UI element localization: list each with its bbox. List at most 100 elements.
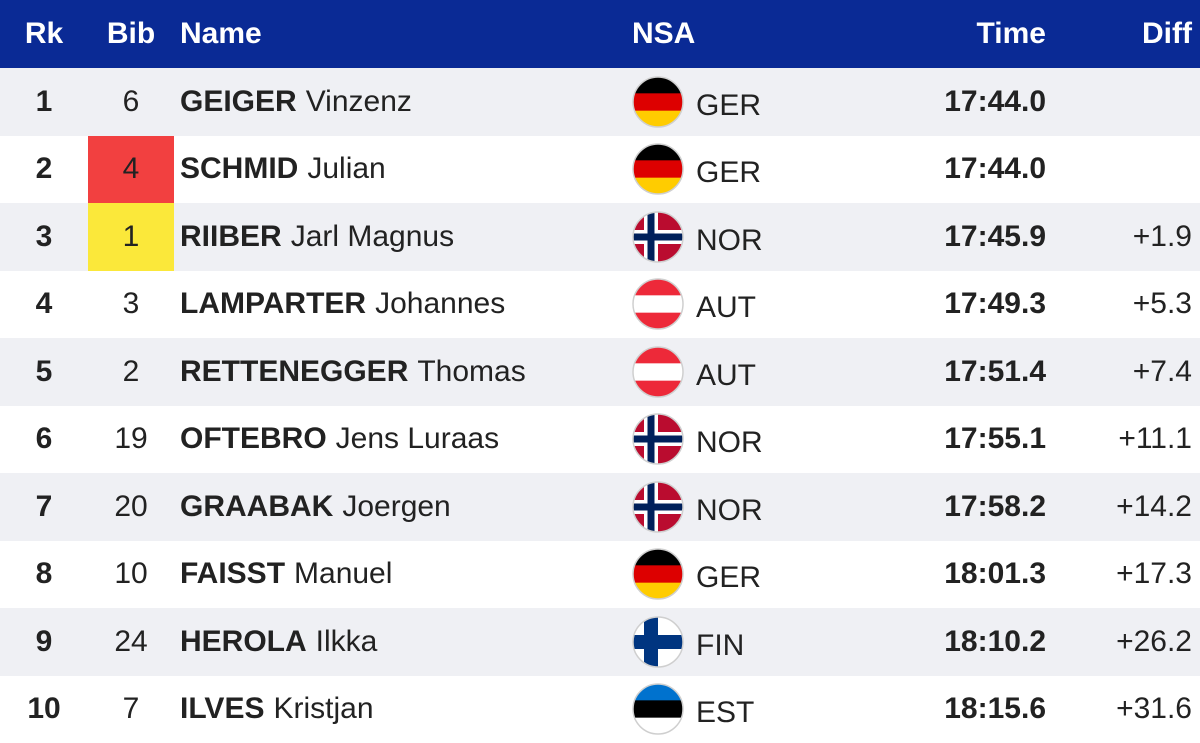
flag-part <box>633 346 683 364</box>
nsa-code: AUT <box>696 358 756 392</box>
result-row: 3 1 RIIBER Jarl Magnus NOR 17:45.9 +1.9 <box>0 203 1200 271</box>
header-cell: Bib <box>106 17 156 50</box>
flag-part <box>633 233 683 241</box>
result-row: 5 2 RETTENEGGER Thomas AUT 17:51.4 +7.4 <box>0 338 1200 406</box>
given-name: Jens Luraas <box>335 422 500 456</box>
athlete-name: ILVES Kristjan <box>180 676 620 743</box>
flag-part <box>633 414 683 465</box>
rank: 3 <box>35 219 53 253</box>
flag-part <box>633 93 683 111</box>
bib: 20 <box>114 489 148 523</box>
flag-part <box>633 144 683 162</box>
bib: 1 <box>88 203 174 271</box>
bib: 24 <box>114 624 148 658</box>
diff: +7.4 <box>1132 354 1192 388</box>
diff: +31.6 <box>1116 692 1192 726</box>
rank: 8 <box>35 557 53 591</box>
flag-part <box>632 548 684 600</box>
flag-part <box>633 279 683 297</box>
athlete-name: SCHMID Julian <box>180 136 620 204</box>
nsa-code: NOR <box>696 223 763 257</box>
time: 17:45.9 <box>944 219 1046 253</box>
time: 17:44.0 <box>944 152 1046 186</box>
time: 18:10.2 <box>944 624 1046 658</box>
flag-part <box>632 211 684 263</box>
flag-part <box>633 76 683 94</box>
bib: 4 <box>88 135 174 203</box>
flag-icon <box>632 616 684 668</box>
rank: 1 <box>35 84 53 118</box>
flag-icon <box>632 481 684 533</box>
flag-part <box>633 616 683 667</box>
flag-part <box>632 143 684 195</box>
bib: 10 <box>114 557 148 591</box>
nsa-code: AUT <box>696 291 756 325</box>
athlete-name: LAMPARTER Johannes <box>180 271 620 339</box>
nsa-code: NOR <box>696 426 763 460</box>
flag-part <box>633 700 683 719</box>
athlete-name: RETTENEGGER Thomas <box>180 338 620 406</box>
time: 17:58.2 <box>944 489 1046 523</box>
diff: +26.2 <box>1116 624 1192 658</box>
nsa-code: GER <box>696 561 762 595</box>
given-name: Thomas <box>417 354 526 388</box>
result-row: 2 4 SCHMID Julian GER 17:44.0 <box>0 135 1200 204</box>
nsa-code: NOR <box>696 493 763 527</box>
flag-icon <box>632 278 684 330</box>
flag-part <box>633 160 683 179</box>
flag-part <box>632 481 684 533</box>
flag-part <box>633 211 683 262</box>
given-name: Johannes <box>375 287 506 321</box>
time: 17:44.0 <box>944 84 1046 118</box>
header-cell: Diff <box>1142 17 1192 50</box>
flag-icon <box>632 211 684 263</box>
flag-part <box>632 346 684 398</box>
flag-icon <box>632 548 684 600</box>
given-name: Jarl Magnus <box>290 219 455 253</box>
header-cell: NSA <box>632 17 696 50</box>
result-row: 8 10 FAISST Manuel GER 18:01.3 +17.3 <box>0 540 1200 609</box>
result-row: 4 3 LAMPARTER Johannes AUT 17:49.3 +5.3 <box>0 270 1200 339</box>
rank: 2 <box>35 152 53 186</box>
result-row: 10 7 ILVES Kristjan EST 18:15.6 +31.6 <box>0 675 1200 743</box>
surname: OFTEBRO <box>180 422 327 456</box>
surname: HEROLA <box>180 624 307 658</box>
flag-part <box>633 363 683 381</box>
flag-part <box>632 616 684 668</box>
header-cell: Name <box>180 17 262 50</box>
flag-icon <box>632 413 684 465</box>
flag-icon <box>632 683 684 735</box>
surname: LAMPARTER <box>180 287 367 321</box>
diff: +1.9 <box>1132 219 1192 253</box>
diff: +11.1 <box>1118 422 1192 456</box>
given-name: Vinzenz <box>305 84 412 118</box>
flag-part <box>632 76 684 128</box>
time: 18:01.3 <box>944 557 1046 591</box>
header-row: Rk Bib Name NSA Time Diff <box>0 0 1200 68</box>
given-name: Julian <box>307 152 386 186</box>
athlete-name: FAISST Manuel <box>180 541 620 609</box>
nsa-code: EST <box>696 696 755 730</box>
flag-part <box>633 503 683 511</box>
result-row: 9 24 HEROLA Ilkka FIN 18:10.2 +26.2 <box>0 608 1200 676</box>
nsa-code: FIN <box>696 628 745 662</box>
flag-part <box>633 435 683 443</box>
time: 17:49.3 <box>944 287 1046 321</box>
flag-part <box>632 278 684 330</box>
time: 17:51.4 <box>944 354 1046 388</box>
rank: 10 <box>27 692 61 726</box>
athlete-name: HEROLA Ilkka <box>180 608 620 676</box>
flag-icon <box>632 76 684 128</box>
bib: 2 <box>122 354 140 388</box>
given-name: Joergen <box>342 489 451 523</box>
surname: FAISST <box>180 557 286 591</box>
result-row: 1 6 GEIGER Vinzenz GER 17:44.0 <box>0 68 1200 136</box>
given-name: Kristjan <box>273 692 374 726</box>
surname: RIIBER <box>180 219 282 253</box>
surname: ILVES <box>180 692 265 726</box>
flag-part <box>632 413 684 465</box>
diff: +14.2 <box>1116 489 1192 523</box>
rank: 4 <box>35 287 53 321</box>
rank: 6 <box>35 422 53 456</box>
rank: 7 <box>35 489 53 523</box>
